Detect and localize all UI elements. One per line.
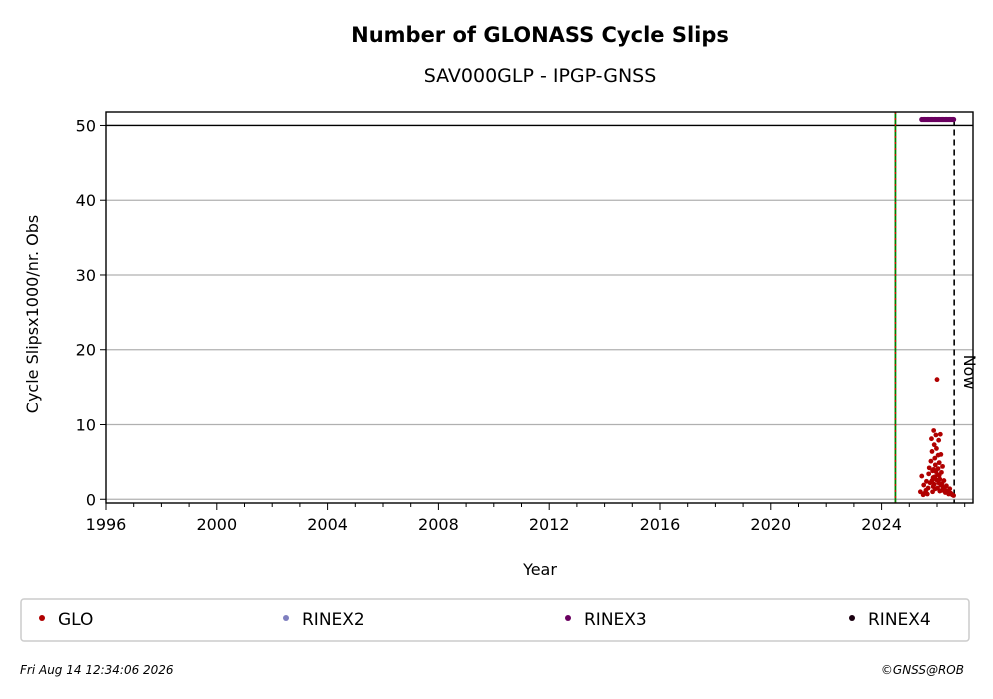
x-tick-label: 2008	[418, 515, 459, 534]
data-point-glo	[936, 472, 942, 478]
y-tick-label: 30	[76, 266, 96, 285]
data-point-glo	[924, 478, 929, 484]
y-tick-label: 20	[76, 341, 96, 360]
data-point-glo	[936, 437, 942, 443]
data-point-glo	[931, 428, 937, 433]
grid-layer	[106, 124, 973, 500]
legend-label-rinex2: RINEX2	[302, 610, 365, 630]
data-point-glo	[936, 460, 942, 466]
x-tick-label: 2016	[640, 515, 681, 534]
footer-timestamp: Fri Aug 14 12:34:06 2026	[20, 663, 174, 677]
x-tick-label: 2012	[529, 515, 570, 534]
data-point-rinex3	[951, 116, 957, 123]
x-tick-label: 2024	[861, 515, 902, 534]
legend-label-glo: GLO	[58, 610, 93, 630]
chart-subtitle: SAV000GLP - IPGP-GNSS	[424, 65, 657, 87]
y-tick-label: 40	[76, 191, 96, 210]
data-point-glo	[929, 436, 934, 442]
data-point-glo	[938, 482, 944, 488]
legend-box	[20, 598, 970, 642]
data-point-glo	[934, 446, 939, 451]
y-axis-label: Cycle Slipsx1000/nr. Obs	[23, 215, 42, 413]
data-point-glo	[939, 487, 945, 493]
plot-frame	[105, 111, 974, 504]
y-tick-label: 0	[86, 490, 96, 509]
data-point-glo	[932, 474, 938, 480]
data-point-glo	[929, 449, 935, 454]
data-point-glo	[947, 486, 953, 492]
x-tick-label: 2004	[307, 515, 348, 534]
data-point-glo	[932, 455, 938, 461]
data-point-glo	[940, 463, 945, 469]
legend-marker-rinex2	[283, 615, 289, 621]
legend-marker-rinex3	[565, 615, 571, 621]
data-point-glo	[926, 471, 932, 477]
footer-credit: ©GNSS@ROB	[881, 663, 964, 677]
data-point-glo	[931, 442, 937, 448]
x-tick-label: 1996	[86, 515, 127, 534]
chart-title: Number of GLONASS Cycle Slips	[351, 23, 729, 47]
data-point-glo	[941, 478, 947, 483]
axes: 1996 2000 2004 2008 2012 2016 2020 2024 0 10 20 30 4…	[76, 111, 974, 534]
data-point-glo	[938, 452, 944, 457]
data-point-glo	[924, 491, 930, 497]
data-point-glo	[933, 432, 939, 438]
legend: GLO RINEX2 RINEX3 RINEX4	[39, 610, 931, 630]
legend-label-rinex3: RINEX3	[584, 610, 647, 630]
legend-marker-rinex4	[849, 615, 855, 621]
data-point-glo	[935, 466, 941, 472]
data-point-glo	[944, 483, 949, 489]
data-point-glo	[921, 482, 927, 488]
data-point-glo	[926, 465, 932, 471]
data-point-glo	[934, 377, 940, 383]
x-axis-label: Year	[522, 560, 557, 579]
data-point-glo	[929, 478, 935, 483]
data-point-glo	[951, 493, 957, 498]
legend-marker-glo	[39, 615, 45, 621]
data-point-glo	[925, 485, 931, 491]
reference-lines	[106, 112, 973, 503]
x-tick-label: 2020	[750, 515, 791, 534]
data-point-glo	[928, 458, 934, 464]
legend-label-rinex4: RINEX4	[868, 610, 931, 630]
data-point-glo	[937, 431, 943, 437]
x-tick-label: 2000	[196, 515, 237, 534]
now-label: Now	[960, 355, 979, 390]
data-point-glo	[932, 462, 938, 468]
y-tick-label: 10	[76, 416, 96, 435]
data-point-glo	[919, 473, 925, 479]
y-tick-label: 50	[76, 116, 96, 135]
data-point-glo	[931, 481, 937, 487]
data-points	[917, 116, 957, 498]
